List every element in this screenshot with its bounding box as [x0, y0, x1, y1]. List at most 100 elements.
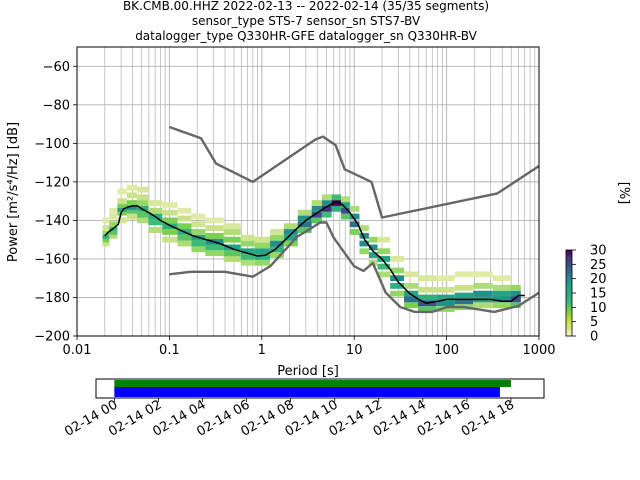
- psd-density-cell: [454, 271, 474, 278]
- psd-density-cell: [109, 221, 118, 228]
- psd-density-cell: [390, 275, 405, 282]
- psd-density-cell: [359, 232, 369, 239]
- psd-density-cell: [102, 217, 110, 224]
- psd-density-cell: [377, 248, 391, 255]
- psd-density-cell: [126, 207, 138, 214]
- y-tick-label: −160: [34, 252, 70, 267]
- psd-density-cell: [359, 225, 369, 231]
- psd-density-cell: [148, 227, 163, 233]
- psd-density-cell: [240, 259, 255, 266]
- plot-frame: [76, 46, 540, 337]
- psd-density-cell: [377, 256, 391, 262]
- psd-axes: 0.01 0.1 1 10 100 1000 −60 −80 −100 −120 −140 −160…: [6, 46, 556, 379]
- psd-density-cell: [126, 213, 138, 220]
- psd-density-cell: [191, 229, 206, 235]
- psd-density-cell: [205, 225, 224, 231]
- psd-density-cell: [205, 217, 224, 224]
- psd-density-cell: [177, 240, 192, 247]
- psd-density-cell: [349, 221, 360, 228]
- psd-density-cell: [321, 211, 332, 218]
- psd-density-cell: [390, 267, 405, 274]
- psd-density-cell: [117, 198, 127, 205]
- psd-density-cell: [269, 246, 284, 253]
- data-coverage-bar: [114, 380, 511, 387]
- psd-density-cell: [126, 200, 138, 206]
- psd-density-cell: [269, 252, 284, 258]
- psd-density-cell: [404, 302, 418, 309]
- psd-density-cell: [254, 236, 270, 243]
- psd-density-cell: [436, 294, 455, 301]
- psd-density-cell: [492, 296, 511, 303]
- psd-density-cell: [417, 306, 437, 312]
- psd-density-cell: [177, 223, 192, 230]
- psd-lines: [104, 125, 540, 314]
- psd-density-cell: [162, 236, 178, 243]
- psd-density-cell: [473, 302, 493, 309]
- colorbar-label: [%]: [616, 182, 631, 205]
- psd-density-cell: [321, 200, 332, 206]
- psd-density-cell: [254, 254, 270, 260]
- psd-density-cell: [436, 286, 455, 293]
- title-line-3: datalogger_type Q330HR-GFE datalogger_sn…: [135, 29, 477, 43]
- psd-density-cell: [126, 204, 138, 210]
- psd-density-cell: [102, 232, 110, 239]
- psd-density-cell: [492, 290, 511, 297]
- colorbar-tick-label: 0: [590, 330, 598, 345]
- colorbar-tick-label: 20: [590, 272, 607, 287]
- psd-density-cell: [109, 207, 118, 214]
- psd-density-cell: [240, 254, 255, 260]
- psd-density-cell: [390, 290, 405, 297]
- psd-density-cell: [321, 205, 332, 212]
- x-tick-label: 1000: [522, 343, 555, 358]
- psd-density-cell: [162, 202, 178, 208]
- psd-density-cell: [390, 256, 405, 262]
- psd-density-cell: [117, 188, 127, 195]
- psd-density-cell: [254, 248, 270, 255]
- psd-density-cell: [240, 240, 255, 247]
- x-tick-label: 10: [346, 343, 363, 358]
- title-line-1: BK.CMB.00.HHZ 2022-02-13 -- 2022-02-14 (…: [123, 0, 489, 13]
- psd-density-cell: [240, 248, 255, 255]
- psd-density-cell: [311, 200, 322, 206]
- psd-density-cell: [191, 213, 206, 220]
- psd-density-cell: [368, 244, 378, 251]
- y-tick-label: −100: [34, 137, 70, 152]
- psd-density-cell: [377, 236, 391, 243]
- psd-density-cell: [404, 283, 418, 289]
- x-axis-label: Period [s]: [277, 364, 339, 379]
- psd-density-cell: [454, 284, 474, 291]
- psd-density-cell: [492, 275, 511, 282]
- psd-density-cell: [109, 232, 118, 239]
- psd-density-cell: [117, 202, 127, 208]
- psd-density-cell: [368, 252, 378, 258]
- psd-density-cell: [117, 209, 127, 216]
- psd-density-cell: [148, 200, 163, 206]
- psd-density-cell: [510, 284, 521, 291]
- psd-density-cell: [404, 271, 418, 278]
- psd-density-cell: [223, 229, 241, 235]
- psd-density-cell: [454, 292, 474, 299]
- psd-density-cell: [473, 283, 493, 289]
- psd-segments-coverage-bar: [114, 387, 500, 397]
- psd-density-cell: [297, 227, 312, 233]
- psd-density-cell: [102, 229, 110, 235]
- y-axis-label: Power [m²/s⁴/Hz] [dB]: [6, 122, 21, 262]
- x-tick-label: 1: [258, 343, 266, 358]
- colorbar-tick-label: 5: [590, 315, 598, 330]
- psd-density-cell: [205, 244, 224, 251]
- psd-density-cell: [359, 248, 369, 255]
- psd-density-cell: [191, 221, 206, 228]
- psd-density-cell: [191, 246, 206, 253]
- psd-density-cell: [240, 234, 255, 241]
- psd-density-cell: [341, 207, 350, 214]
- title-line-2: sensor_type STS-7 sensor_sn STS7-BV: [192, 14, 421, 28]
- psd-density-cell: [341, 196, 350, 203]
- psd-density-cell: [377, 263, 391, 270]
- psd-density-cell: [436, 306, 455, 312]
- psd-density-cell: [349, 205, 360, 212]
- noise-model-high-line: [168, 125, 540, 219]
- psd-density-cell: [359, 240, 369, 247]
- psd-density-cell: [510, 296, 521, 303]
- psd-density-cell: [510, 290, 521, 297]
